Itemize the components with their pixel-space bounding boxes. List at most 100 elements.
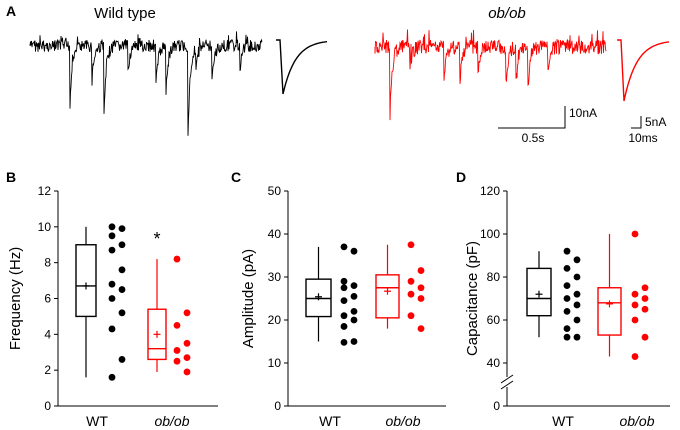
data-point: [641, 305, 649, 313]
y-tick-label: 0: [274, 399, 281, 413]
data-point: [417, 325, 425, 332]
y-tick-label: 4: [44, 327, 51, 341]
data-point: [173, 347, 181, 354]
ob-ob-label: ob/ob: [488, 5, 526, 22]
ob-ob-trace: [374, 29, 607, 121]
axis-break-mark: [500, 374, 514, 384]
data-point: [350, 292, 358, 300]
axis-break-mark: [500, 380, 514, 390]
panel-a: A Wild type ob/ob 0.5s 10nA 10ms 5nA: [6, 3, 670, 145]
scale-bar-long: [498, 106, 566, 129]
data-point: [573, 301, 581, 309]
y-tick-label: 40: [487, 356, 501, 370]
data-point: [417, 295, 425, 302]
data-point: [118, 356, 126, 363]
box-iqr: [597, 287, 622, 336]
data-point: [108, 223, 116, 231]
y-tick-label: 10: [268, 356, 282, 370]
data-point: [118, 266, 126, 274]
x-category-label: WT: [319, 413, 341, 429]
data-point: [417, 267, 425, 274]
ob-ob-average-event: [617, 39, 670, 102]
data-point: [118, 225, 126, 233]
wt-average-event: [276, 39, 328, 95]
y-axis-label: Capacitance (pF): [464, 241, 481, 356]
y-axis-label: Amplitude (pA): [240, 249, 257, 348]
significance-marker: *: [153, 229, 160, 249]
data-point: [118, 309, 126, 317]
y-tick-label: 40: [268, 227, 282, 241]
y-tick-label: 0: [493, 399, 500, 413]
data-point: [173, 255, 181, 263]
y-tick-label: 2: [44, 363, 51, 377]
data-point: [573, 333, 581, 341]
y-axis-label: Frequency (Hz): [7, 247, 24, 350]
data-point: [563, 333, 571, 341]
data-point: [108, 295, 116, 302]
scale-bar-short: [631, 116, 642, 129]
scale-bar-short-amp: 5nA: [645, 115, 666, 129]
data-point: [417, 284, 425, 292]
box-iqr: [75, 244, 97, 318]
data-point: [573, 316, 581, 324]
data-point: [407, 312, 415, 320]
box-iqr: [526, 267, 552, 317]
data-point: [108, 246, 116, 254]
data-point: [350, 247, 358, 255]
wild-type-label: Wild type: [94, 5, 156, 22]
data-point: [340, 284, 348, 292]
y-tick-label: 20: [268, 313, 282, 327]
scale-bar-long-time: 0.5s: [522, 131, 545, 145]
data-point: [563, 282, 571, 289]
y-tick-label: 8: [44, 256, 51, 270]
data-point: [573, 273, 581, 281]
y-tick-label: 30: [268, 270, 282, 284]
panel-d-letter: D: [456, 169, 466, 185]
data-point: [573, 290, 581, 298]
x-category-label: WT: [552, 413, 574, 429]
data-point: [108, 373, 116, 381]
y-tick-label: 12: [38, 184, 52, 198]
data-point: [631, 316, 639, 324]
y-tick-label: 10: [38, 220, 52, 234]
data-point: [340, 338, 348, 346]
data-point: [563, 295, 571, 302]
data-point: [108, 280, 116, 288]
wt-trace: [29, 31, 263, 136]
data-point: [573, 256, 581, 264]
data-point: [631, 230, 639, 238]
data-point: [641, 284, 649, 292]
data-point: [563, 265, 571, 272]
x-category-label: WT: [86, 413, 108, 429]
data-point: [350, 316, 358, 324]
y-tick-label: 100: [480, 227, 500, 241]
data-point: [108, 232, 116, 240]
data-point: [407, 290, 415, 298]
data-point: [563, 325, 571, 332]
scale-bar-long-amp: 10nA: [569, 106, 597, 120]
data-point: [407, 277, 415, 285]
data-point: [407, 241, 415, 249]
data-point: [631, 353, 639, 360]
panel-d-capacitance-chart: D 0 40 60 80 100 120 Capacitance (pF) WT ob/ob: [456, 169, 670, 429]
data-point: [641, 295, 649, 302]
data-point: [108, 325, 116, 333]
x-category-label: ob/ob: [619, 413, 654, 429]
data-point: [641, 333, 649, 341]
data-point: [173, 321, 181, 329]
data-point: [340, 297, 348, 305]
data-point: [173, 357, 181, 365]
data-point: [563, 247, 571, 255]
data-point: [631, 301, 639, 309]
data-point: [340, 323, 348, 330]
panel-c-letter: C: [231, 169, 241, 185]
scale-bar-short-time: 10ms: [628, 131, 657, 145]
panel-c-amplitude-chart: C 0 10 20 30 40 50 Amplitude (pA) WT ob/ob: [231, 169, 446, 429]
data-point: [340, 243, 348, 251]
data-point: [340, 312, 348, 320]
data-point: [118, 241, 126, 249]
data-point: [183, 339, 191, 347]
data-point: [183, 354, 191, 362]
data-point: [118, 286, 126, 293]
panel-b-frequency-chart: B 0 2 4 6 8 10 12 Frequency (Hz) WT ob/ob *: [6, 169, 218, 429]
